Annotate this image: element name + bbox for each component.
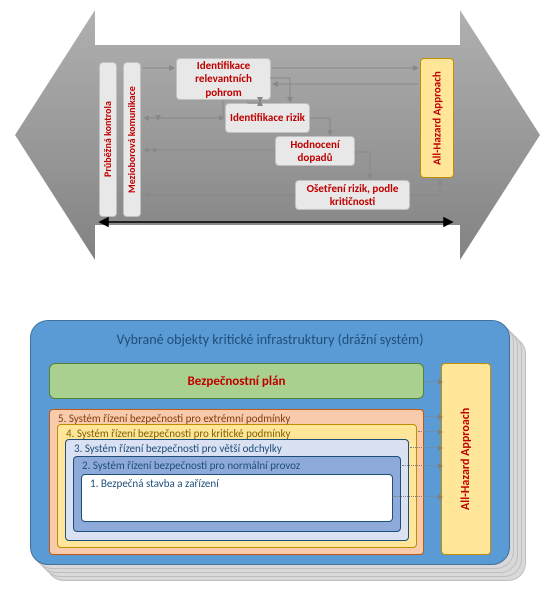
plan-box: Bezpečnostní plán — [49, 363, 424, 399]
all-hazard-bottom-label: All-Hazard Approach — [459, 408, 473, 510]
flow-arrows — [0, 0, 555, 270]
all-hazard-bottom: All-Hazard Approach — [441, 363, 491, 555]
level-2-label: 2. Systém řízení bezpečnosti pro normáln… — [82, 459, 396, 473]
dot-arrow-5 — [425, 416, 438, 417]
level-1: 1. Bezpečná stavba a zařízení — [81, 474, 393, 522]
main-card: Vybrané objekty kritické infrastruktury … — [30, 320, 510, 565]
dot-arrow-3 — [410, 447, 438, 448]
dot-arrow-2 — [402, 465, 438, 466]
top-diagram: Vrcholové řízení bezpečnosti Průběžná ko… — [0, 0, 555, 270]
dot-arrow-1 — [394, 496, 438, 497]
level-1-label: 1. Bezpečná stavba a zařízení — [90, 477, 388, 491]
plan-label: Bezpečnostní plán — [187, 374, 285, 389]
bottom-diagram: Vybrané objekty kritické infrastruktury … — [30, 320, 525, 580]
card-title: Vybrané objekty kritické infrastruktury … — [43, 331, 497, 348]
level-3-label: 3. Systém řízení bezpečnosti pro větší o… — [74, 442, 404, 456]
dot-arrow-4 — [418, 431, 438, 432]
dot-arrow-plan — [425, 381, 438, 382]
